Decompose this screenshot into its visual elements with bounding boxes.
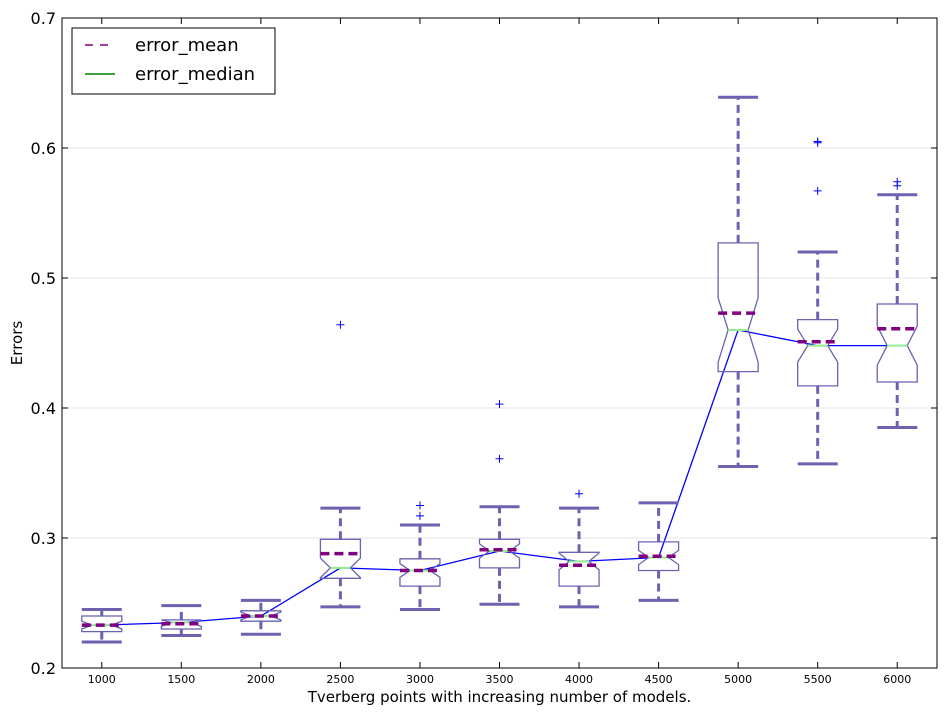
box-3500: [478, 505, 521, 606]
y-tick-label: 0.5: [31, 269, 56, 288]
box-body: [319, 538, 362, 579]
flier-point: [575, 489, 584, 498]
box-6000: [876, 193, 918, 429]
x-tick-label: 4000: [565, 673, 593, 686]
flier-point: [495, 400, 504, 409]
flier-point: [336, 320, 345, 329]
legend: error_mean error_median: [71, 27, 276, 95]
y-tick-label: 0.4: [31, 399, 56, 418]
flier-point: [893, 177, 902, 186]
x-tick-label: 2000: [247, 673, 275, 686]
y-axis-ticks: 0.2 0.3 0.4 0.5 0.6 0.7: [31, 9, 937, 678]
x-tick-label: 5500: [804, 673, 832, 686]
x-tick-label: 1500: [167, 673, 195, 686]
x-tick-label: 1000: [88, 673, 116, 686]
y-tick-label: 0.7: [31, 9, 56, 28]
boxes-layer: [81, 95, 918, 644]
box-2000: [240, 598, 282, 636]
y-tick-label: 0.3: [31, 529, 56, 548]
x-tick-label: 3500: [486, 673, 514, 686]
flier-point: [415, 501, 424, 510]
flier-point: [813, 137, 822, 146]
box-2500: [319, 506, 362, 609]
x-tick-label: 4500: [645, 673, 673, 686]
x-tick-label: 3000: [406, 673, 434, 686]
flier-point: [495, 454, 504, 463]
box-body: [717, 242, 759, 373]
box-1000: [81, 608, 123, 644]
box-3000: [399, 523, 441, 611]
flier-point: [813, 186, 822, 195]
legend-mean-label: error_mean: [135, 35, 239, 56]
box-1500: [160, 604, 202, 637]
box-4500: [637, 501, 680, 602]
box-5500: [797, 250, 839, 466]
x-tick-label: 6000: [883, 673, 911, 686]
fliers-layer: [336, 137, 902, 520]
y-axis-label: Errors: [8, 321, 26, 366]
y-tick-label: 0.2: [31, 659, 56, 678]
box-5000: [717, 95, 759, 468]
legend-frame: [71, 27, 276, 95]
box-body: [876, 303, 918, 383]
legend-median-label: error_median: [135, 64, 255, 85]
box-body: [558, 551, 600, 587]
x-axis-ticks: 1000 1500 2000 2500 3000 3500 4000 4500 5000 5500…: [88, 18, 911, 686]
x-tick-label: 2500: [326, 673, 354, 686]
x-tick-label: 5000: [724, 673, 752, 686]
box-body: [399, 558, 441, 587]
x-axis-label: Tverberg points with increasing number o…: [307, 688, 692, 706]
y-tick-label: 0.6: [31, 139, 56, 158]
flier-point: [415, 511, 424, 520]
box-4000: [558, 506, 600, 609]
